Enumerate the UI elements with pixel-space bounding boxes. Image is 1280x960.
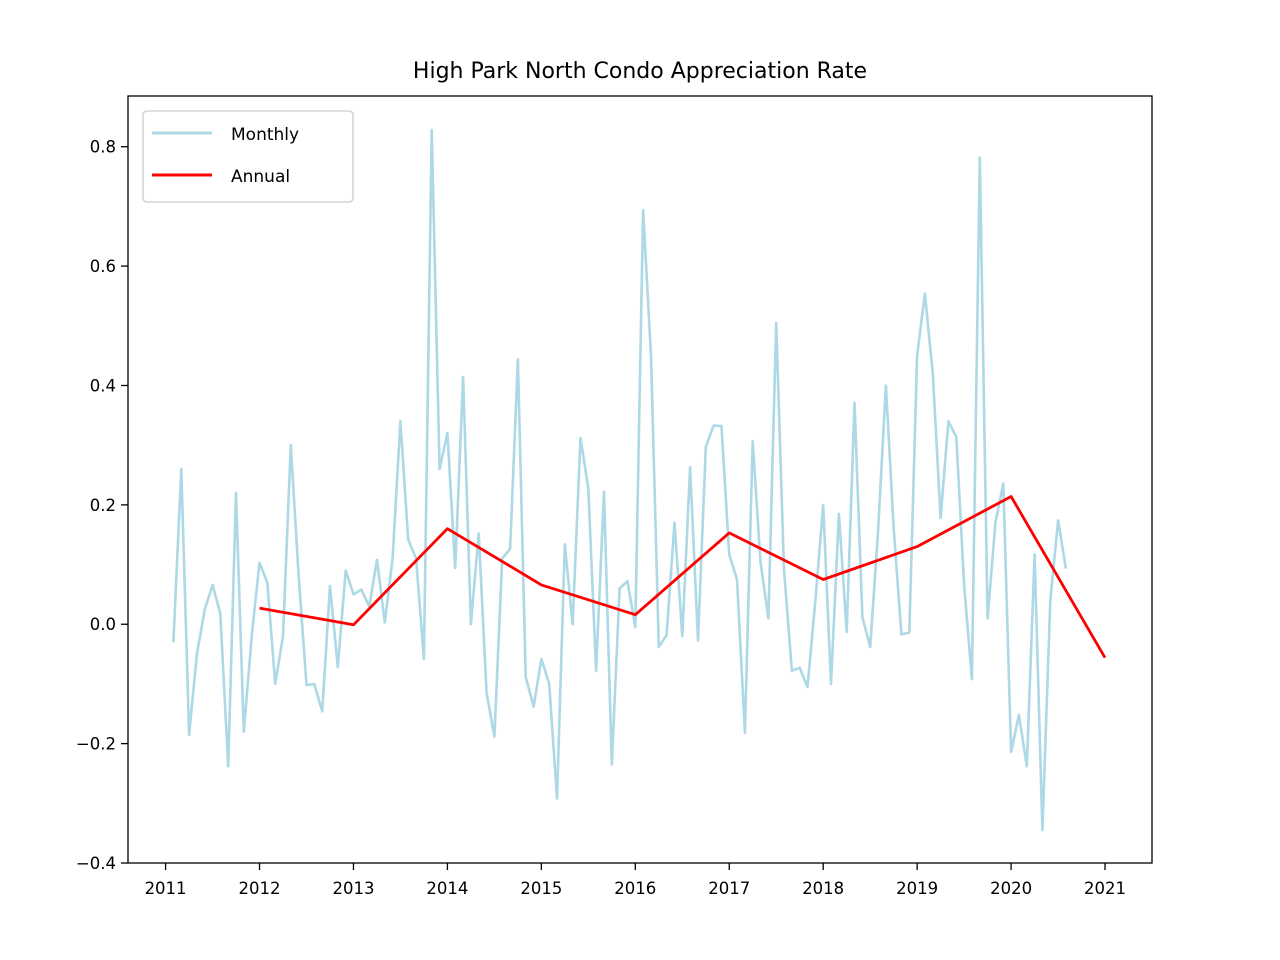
legend: Monthly Annual [142, 110, 354, 203]
series-line-monthly [172, 128, 1068, 832]
chart-title: High Park North Condo Appreciation Rate [413, 59, 867, 84]
series-annual [259, 495, 1107, 659]
x-tick-label: 2016 [614, 879, 656, 898]
x-tick-label: 2014 [426, 879, 468, 898]
legend-label-annual: Annual [231, 167, 290, 187]
x-axis: 2011 2012 2013 2014 2015 2016 2017 2018 2019 2020… [145, 863, 1126, 898]
y-tick-label: 0.0 [90, 615, 116, 634]
y-tick-label: 0.2 [90, 496, 116, 515]
x-tick-label: 2021 [1084, 879, 1126, 898]
y-tick-label: −0.2 [76, 735, 116, 754]
x-tick-label: 2020 [990, 879, 1032, 898]
y-axis: −0.4 −0.2 0.0 0.2 0.4 0.6 0.8 [76, 138, 128, 873]
x-tick-label: 2015 [520, 879, 562, 898]
x-tick-label: 2018 [802, 879, 844, 898]
y-tick-label: −0.4 [76, 854, 116, 873]
plot-frame [127, 95, 1153, 864]
series-monthly [172, 128, 1068, 832]
x-tick-label: 2019 [896, 879, 938, 898]
series-line-annual [259, 495, 1107, 659]
x-tick-label: 2013 [332, 879, 374, 898]
x-tick-label: 2011 [145, 879, 187, 898]
y-tick-label: 0.6 [90, 257, 116, 276]
legend-label-monthly: Monthly [231, 125, 299, 145]
y-tick-label: 0.4 [90, 376, 116, 395]
x-tick-label: 2012 [239, 879, 281, 898]
y-tick-label: 0.8 [90, 138, 116, 157]
x-tick-label: 2017 [708, 879, 750, 898]
plot-area [172, 128, 1107, 832]
